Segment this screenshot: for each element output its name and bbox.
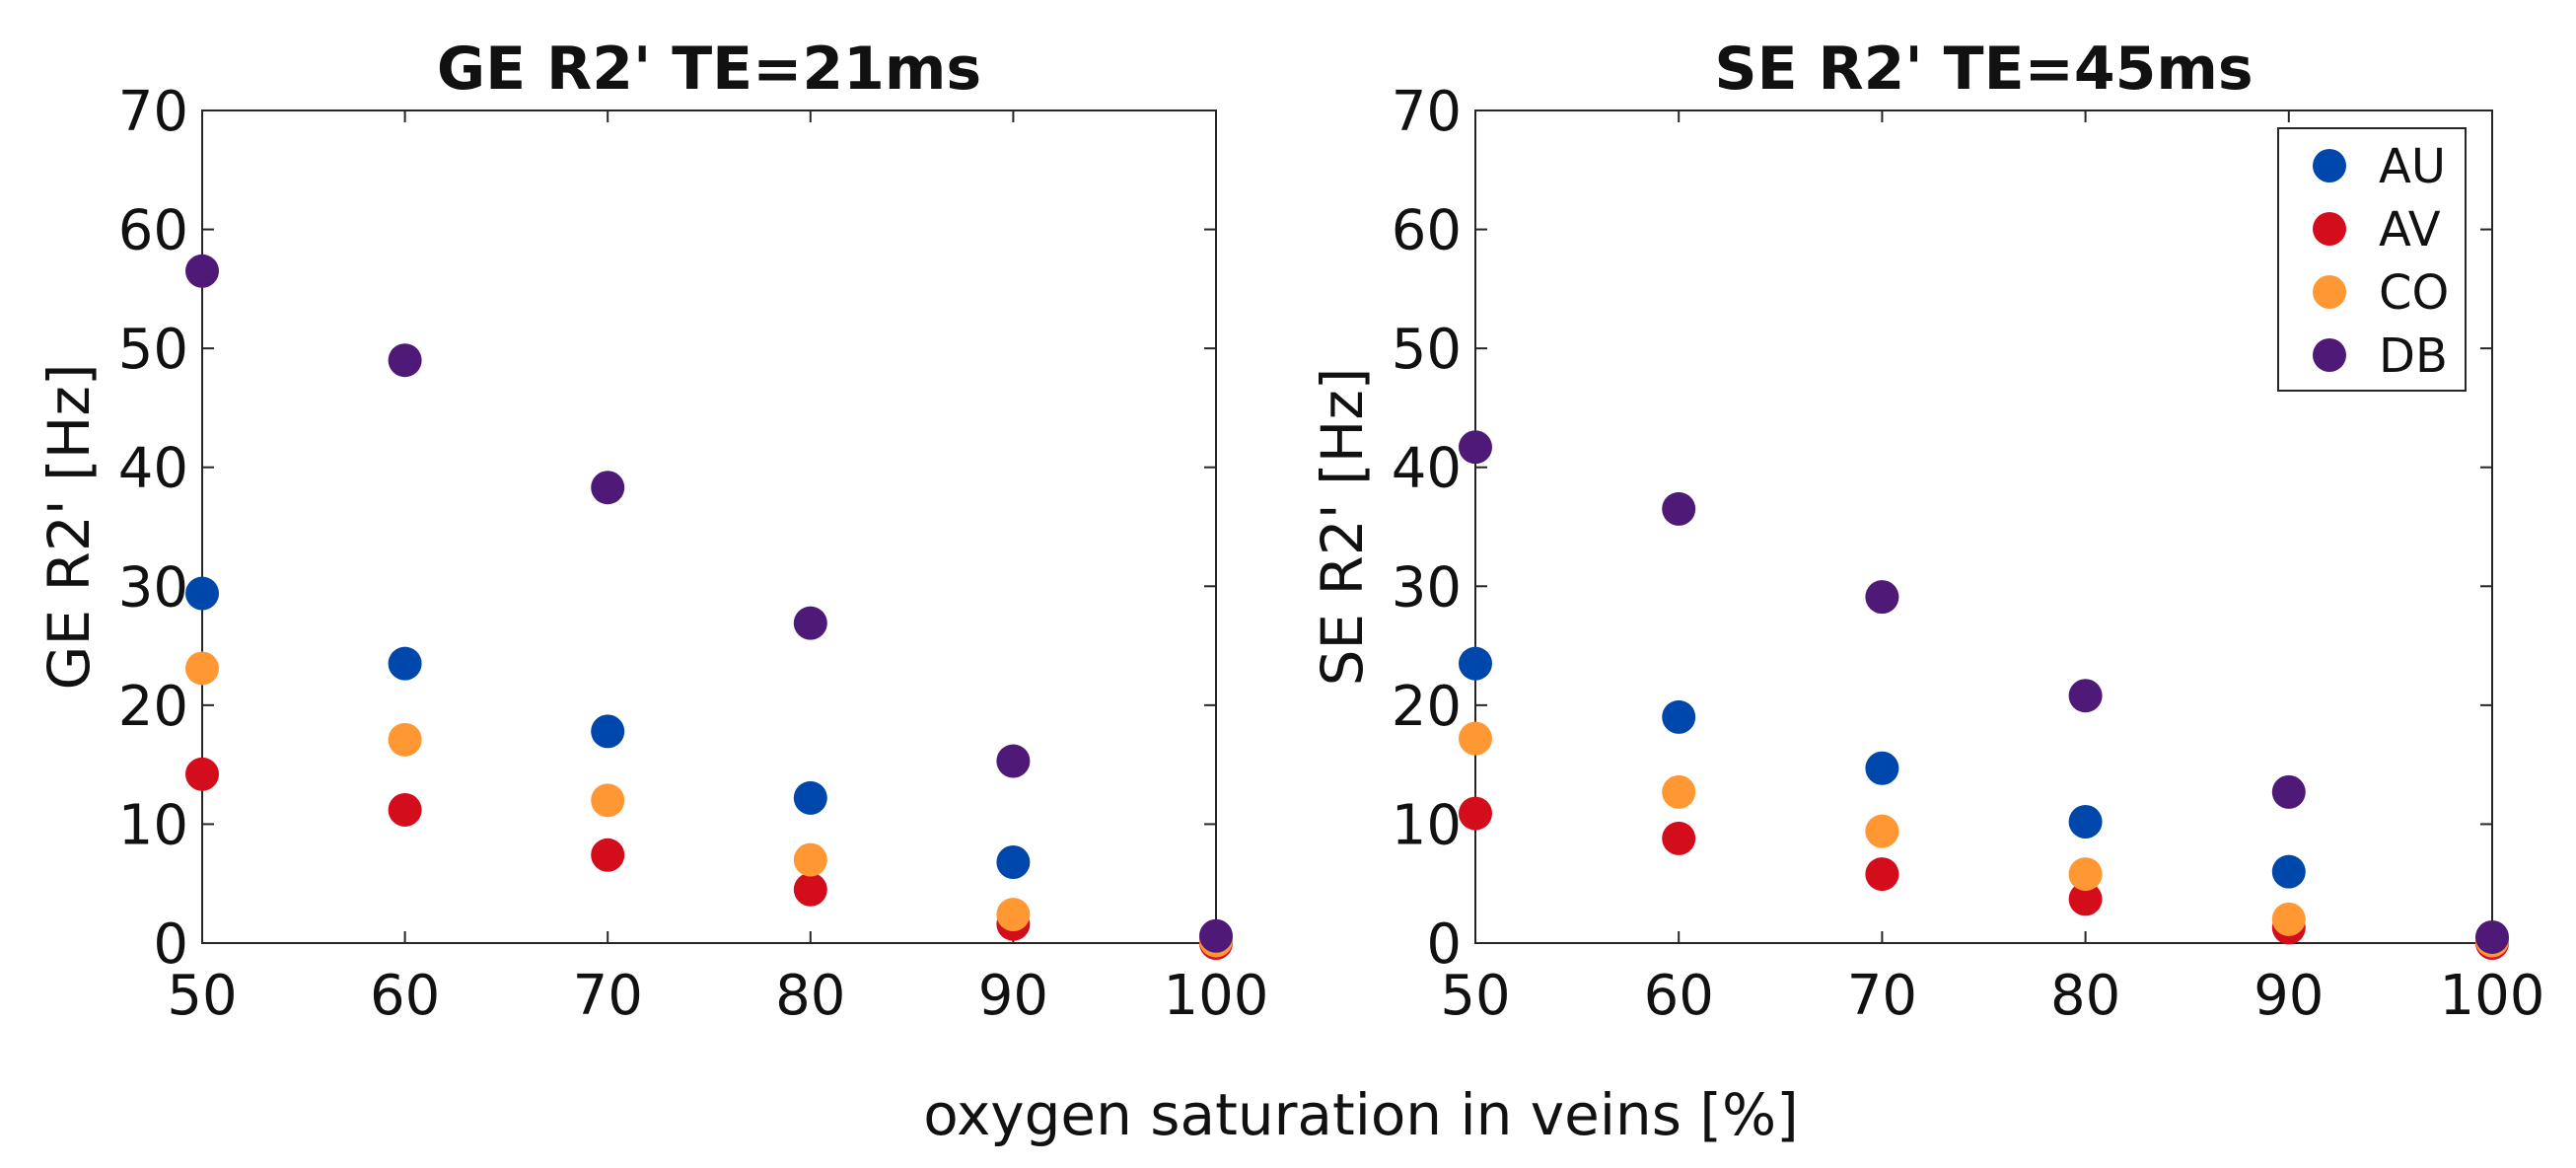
data-point-au [185, 576, 219, 611]
chart-title: SE R2' TE=45ms [1714, 35, 2253, 104]
y-tick-label: 20 [1392, 675, 1462, 739]
y-tick-label: 0 [1426, 912, 1462, 977]
data-point-db [996, 744, 1031, 778]
chart-title: GE R2' TE=21ms [437, 35, 981, 104]
y-tick-label: 30 [1392, 555, 1462, 620]
data-point-co [996, 898, 1031, 932]
data-point-au [1662, 699, 1696, 734]
y-tick-label: 50 [118, 318, 188, 382]
data-point-co [1865, 814, 1899, 848]
legend-label-co: CO [2379, 265, 2449, 321]
y-tick-label: 10 [118, 793, 188, 857]
axes-box [1474, 110, 2493, 944]
axes-box [201, 110, 1217, 944]
legend-box [2277, 127, 2467, 392]
data-point-db [2068, 679, 2103, 713]
data-point-au [591, 714, 625, 749]
data-point-av [2068, 882, 2103, 916]
y-tick-label: 10 [1392, 793, 1462, 857]
x-tick-label: 90 [978, 964, 1048, 1028]
data-point-au [388, 646, 422, 681]
data-point-av [591, 838, 625, 872]
legend-marker-db [2313, 338, 2346, 372]
data-point-db [1662, 491, 1696, 526]
data-point-co [2271, 902, 2306, 936]
data-point-db [185, 254, 219, 288]
legend-marker-au [2313, 149, 2346, 182]
chart-panel-se: 0 10 20 30 40 50 60 70 50 60 70 80 90 100 SE R2' TE=45… [1309, 35, 2544, 1028]
x-tick-label: 80 [2050, 964, 2120, 1028]
data-point-co [793, 842, 827, 877]
data-point-co [1459, 721, 1492, 756]
data-point-db [388, 343, 422, 378]
y-axis-label: SE R2' [Hz] [1309, 368, 1376, 687]
data-point-av [185, 757, 219, 791]
x-tick-label: 90 [2254, 964, 2324, 1028]
y-tick-label: 60 [1392, 199, 1462, 263]
legend-label-db: DB [2379, 328, 2448, 384]
shared-x-axis-label: oxygen saturation in veins [%] [923, 1081, 1798, 1148]
legend-marker-av [2313, 212, 2346, 246]
x-tick-label: 100 [2440, 964, 2545, 1028]
data-point-db [793, 606, 827, 640]
data-point-db [1199, 918, 1233, 953]
y-tick-label: 70 [1392, 80, 1462, 144]
y-tick-label: 0 [153, 912, 188, 977]
y-tick-label: 50 [1392, 318, 1462, 382]
data-point-av [388, 792, 422, 827]
data-point-au [1459, 646, 1492, 681]
x-tick-label: 50 [1440, 964, 1510, 1028]
data-point-au [2271, 854, 2306, 889]
data-point-co [388, 722, 422, 757]
data-point-au [2068, 805, 2103, 840]
data-point-au [793, 780, 827, 815]
data-point-db [1865, 580, 1899, 615]
chart-panel-ge: 0 10 20 30 40 50 60 70 50 60 70 80 90 100 GE R2' TE=21… [36, 35, 1268, 1028]
y-tick-label: 60 [118, 199, 188, 263]
data-point-db [2271, 774, 2306, 809]
y-tick-label: 40 [118, 437, 188, 501]
data-point-co [185, 651, 219, 686]
data-point-db [1459, 430, 1492, 465]
y-tick-label: 20 [118, 675, 188, 739]
x-tick-label: 100 [1164, 964, 1269, 1028]
x-tick-label: 70 [1847, 964, 1917, 1028]
data-point-av [793, 872, 827, 907]
data-point-av [1662, 821, 1696, 855]
data-point-co [591, 783, 625, 818]
legend-label-au: AU [2379, 139, 2446, 194]
y-tick-label: 30 [118, 555, 188, 620]
y-axis-label: GE R2' [Hz] [36, 364, 103, 691]
y-tick-label: 40 [1392, 437, 1462, 501]
data-point-au [1865, 751, 1899, 785]
x-tick-label: 60 [1644, 964, 1714, 1028]
data-point-av [1459, 796, 1492, 831]
data-point-db [2475, 919, 2509, 954]
x-tick-label: 60 [370, 964, 440, 1028]
x-tick-label: 80 [775, 964, 845, 1028]
data-point-db [591, 471, 625, 505]
y-tick-label: 70 [118, 80, 188, 144]
data-point-co [2068, 857, 2103, 892]
x-tick-label: 50 [167, 964, 237, 1028]
data-point-av [1865, 857, 1899, 892]
legend-marker-co [2313, 275, 2346, 309]
data-point-co [1662, 774, 1696, 809]
data-point-au [996, 845, 1031, 880]
x-tick-label: 70 [573, 964, 643, 1028]
legend-label-av: AV [2379, 202, 2441, 257]
